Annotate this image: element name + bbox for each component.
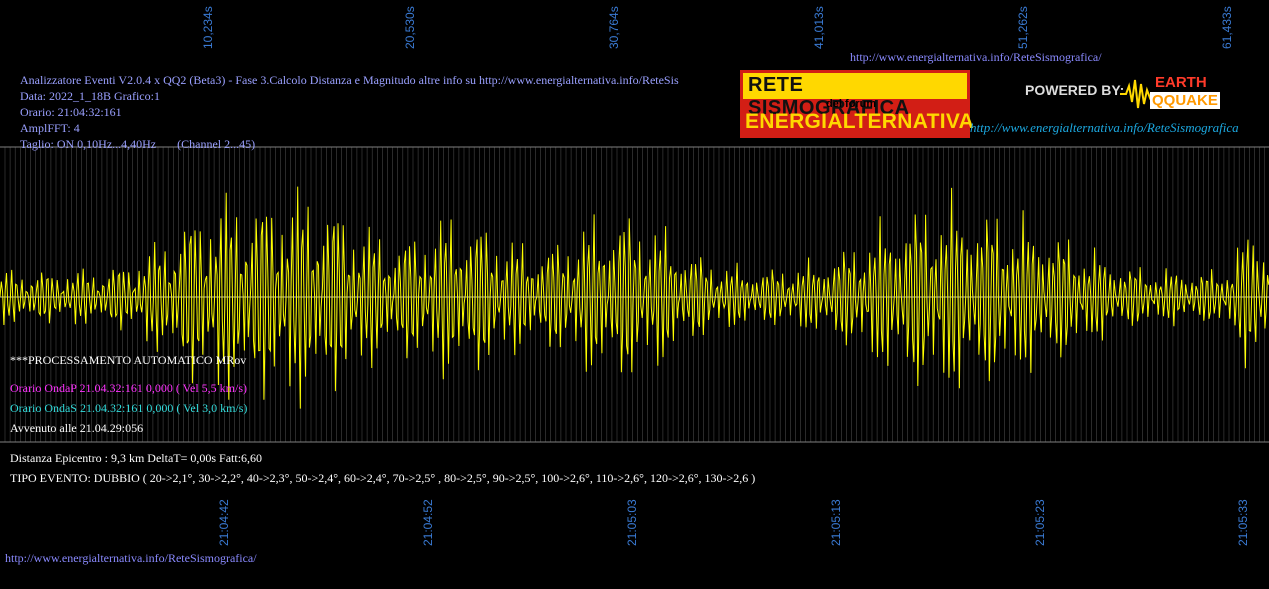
earthquake-logo-quake: QQUAKE xyxy=(1150,92,1220,109)
bottom-time-label: 21:04:42 xyxy=(217,499,231,546)
seismic-trace xyxy=(0,186,1269,409)
banner-subtitle: del forum xyxy=(826,98,877,110)
top-url-link[interactable]: http://www.energialternativa.info/ReteSi… xyxy=(850,50,1102,64)
top-time-label: 30,764s xyxy=(607,6,621,49)
processing-status: ***PROCESSAMENTO AUTOMATICO MRov xyxy=(10,353,247,367)
powered-by-label: POWERED BY: xyxy=(1025,82,1125,98)
grid-lines xyxy=(0,146,1269,443)
top-time-label: 61,433s xyxy=(1220,6,1234,49)
rete-sismografica-logo: RETE SISMOGRAFICA del forum ENERGIALTERN… xyxy=(740,70,974,138)
banner-brand: ENERGIALTERNATIVA xyxy=(745,110,975,133)
header-time: Orario: 21:04:32:161 xyxy=(20,105,122,119)
top-time-label: 10,234s xyxy=(201,6,215,49)
top-time-label: 51,262s xyxy=(1016,6,1030,49)
header-filter: Taglio: ON 0,10Hz...4,40Hz (Channel 2...… xyxy=(20,137,256,151)
bottom-url-link[interactable]: http://www.energialternativa.info/ReteSi… xyxy=(5,551,257,565)
event-type: TIPO EVENTO: DUBBIO ( 20->2,1°, 30->2,2°… xyxy=(10,471,756,485)
header-date: Data: 2022_1_18B Grafico:1 xyxy=(20,89,160,103)
top-time-label: 41,013s xyxy=(812,6,826,49)
bottom-time-label: 21:05:13 xyxy=(829,499,843,546)
bottom-time-label: 21:05:03 xyxy=(625,499,639,546)
bottom-time-label: 21:05:33 xyxy=(1236,499,1250,546)
rete-sismografica-banner[interactable]: RETE SISMOGRAFICA del forum ENERGIALTERN… xyxy=(740,70,1262,138)
bottom-time-label: 21:04:52 xyxy=(421,499,435,546)
earthquake-logo-earth: EARTH xyxy=(1155,74,1207,91)
header-title: Analizzatore Eventi V2.0.4 x QQ2 (Beta3)… xyxy=(20,73,679,87)
header-amplfft: AmplFFT: 4 xyxy=(20,121,80,135)
epicenter-distance: Distanza Epicentro : 9,3 km DeltaT= 0,00… xyxy=(10,451,263,465)
top-time-label: 20,530s xyxy=(403,6,417,49)
onda-s-time: Orario OndaS 21.04.32:161 0,000 ( Vel 3,… xyxy=(10,401,248,415)
event-occurred-time: Avvenuto alle 21.04.29:056 xyxy=(10,421,144,435)
banner-title: RETE SISMOGRAFICA xyxy=(748,74,910,119)
bottom-time-label: 21:05:23 xyxy=(1033,499,1047,546)
onda-p-time: Orario OndaP 21.04.32:161 0,000 ( Vel 5,… xyxy=(10,381,247,395)
banner-url[interactable]: http://www.energialternativa.info/ReteSi… xyxy=(970,120,1239,135)
